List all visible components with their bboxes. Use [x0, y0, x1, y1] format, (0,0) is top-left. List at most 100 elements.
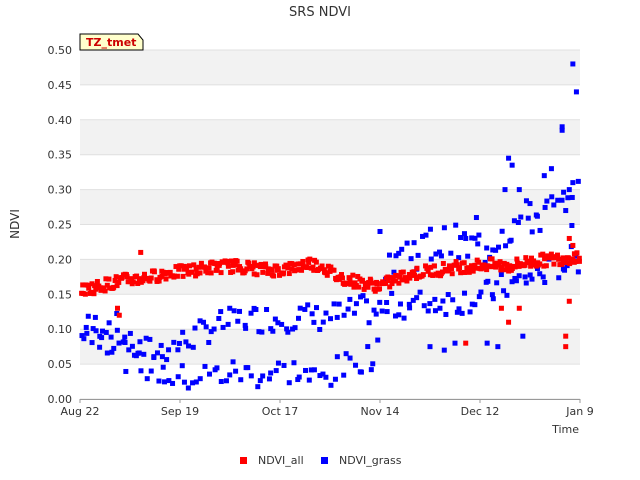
point-ndvi-grass — [516, 273, 522, 279]
point-ndvi-all — [476, 259, 482, 265]
point-ndvi-grass — [475, 241, 481, 247]
point-ndvi-grass — [238, 377, 244, 383]
point-ndvi-all — [218, 270, 224, 276]
point-ndvi-all — [570, 242, 576, 248]
point-ndvi-all — [141, 275, 147, 281]
point-ndvi-grass — [84, 330, 90, 336]
point-ndvi-grass — [180, 329, 186, 335]
point-ndvi-grass — [218, 309, 224, 315]
point-ndvi-grass — [311, 367, 317, 373]
point-ndvi-all — [506, 268, 512, 274]
point-ndvi-grass — [197, 318, 203, 324]
point-ndvi-grass — [211, 326, 217, 332]
point-ndvi-grass — [437, 249, 443, 255]
point-ndvi-all — [350, 272, 356, 278]
point-ndvi-grass — [485, 278, 491, 284]
point-ndvi-grass — [573, 89, 579, 95]
point-ndvi-all — [576, 258, 582, 264]
point-ndvi-all — [201, 264, 207, 270]
point-ndvi-grass — [126, 347, 132, 353]
point-ndvi-grass — [306, 377, 312, 383]
point-ndvi-grass — [79, 333, 85, 339]
point-ndvi-all — [541, 263, 547, 269]
point-ndvi-grass — [225, 321, 231, 327]
point-ndvi-grass — [384, 309, 390, 315]
point-ndvi-grass — [516, 187, 522, 193]
point-ndvi-grass — [559, 197, 565, 203]
point-ndvi-all — [461, 269, 467, 275]
point-ndvi-all — [515, 260, 521, 266]
point-ndvi-grass — [147, 336, 153, 342]
x-axis-label: Time — [551, 423, 579, 436]
point-ndvi-all — [167, 269, 173, 275]
point-ndvi-all — [106, 276, 112, 282]
point-ndvi-grass — [448, 250, 454, 256]
point-ndvi-grass — [518, 214, 524, 220]
point-ndvi-grass — [575, 269, 581, 275]
point-ndvi-grass — [305, 302, 311, 308]
point-ndvi-grass — [106, 320, 112, 326]
point-ndvi-grass — [393, 253, 399, 259]
point-ndvi-all — [563, 333, 569, 339]
legend-swatch-ndvi-all — [240, 457, 247, 464]
point-ndvi-grass — [540, 274, 546, 280]
point-ndvi-grass — [279, 321, 285, 327]
y-axis-ticks: 0.00 0.05 0.10 0.15 0.20 0.25 0.30 0.35 0.40 0.45… — [48, 44, 73, 406]
point-ndvi-grass — [515, 219, 521, 225]
point-ndvi-grass — [309, 311, 315, 317]
point-ndvi-all — [285, 265, 291, 271]
site-tag-box — [79, 33, 144, 51]
point-ndvi-grass — [323, 310, 329, 316]
point-ndvi-all — [542, 256, 548, 262]
point-ndvi-all — [372, 288, 378, 294]
point-ndvi-all — [280, 270, 286, 276]
point-ndvi-all — [540, 251, 546, 257]
plot-band — [80, 119, 580, 155]
point-ndvi-grass — [272, 316, 278, 322]
point-ndvi-all — [336, 276, 342, 282]
point-ndvi-all — [232, 262, 238, 268]
y-tick-label: 0.35 — [48, 149, 73, 162]
point-ndvi-all — [141, 271, 147, 277]
point-ndvi-all — [453, 259, 459, 265]
x-tick-label: Jan 9 — [565, 405, 593, 418]
point-ndvi-grass — [534, 213, 540, 219]
point-ndvi-grass — [393, 313, 399, 319]
point-ndvi-grass — [408, 256, 414, 262]
point-ndvi-all — [103, 276, 109, 282]
point-ndvi-all — [571, 251, 577, 257]
point-ndvi-grass — [255, 384, 261, 390]
y-tick-label: 0.05 — [48, 358, 73, 371]
point-ndvi-all — [304, 264, 310, 270]
point-ndvi-all — [183, 265, 189, 271]
point-ndvi-grass — [141, 351, 147, 357]
point-ndvi-grass — [137, 339, 143, 345]
point-ndvi-grass — [179, 363, 185, 369]
point-ndvi-all — [563, 258, 569, 264]
point-ndvi-all — [551, 261, 557, 267]
point-ndvi-all — [537, 261, 543, 267]
point-ndvi-all — [114, 283, 120, 289]
point-ndvi-grass — [158, 342, 164, 348]
point-ndvi-grass — [331, 301, 337, 307]
point-ndvi-grass — [428, 256, 434, 262]
point-ndvi-all — [411, 269, 417, 275]
point-ndvi-grass — [109, 349, 115, 355]
legend: NDVI_all NDVI_grass — [240, 454, 402, 467]
point-ndvi-grass — [341, 312, 347, 318]
point-ndvi-grass — [368, 367, 374, 373]
plot-band — [80, 50, 580, 85]
y-tick-label: 0.45 — [48, 79, 73, 92]
point-ndvi-all — [548, 251, 554, 257]
point-ndvi-grass — [537, 271, 543, 277]
point-ndvi-grass — [542, 204, 548, 210]
point-ndvi-all — [425, 268, 431, 274]
point-ndvi-all — [516, 305, 522, 311]
point-ndvi-all — [104, 282, 110, 288]
point-ndvi-grass — [166, 378, 172, 384]
point-ndvi-grass — [156, 378, 162, 384]
point-ndvi-grass — [201, 319, 207, 325]
point-ndvi-grass — [202, 363, 208, 369]
point-ndvi-all — [486, 263, 492, 269]
point-ndvi-all — [113, 274, 119, 280]
